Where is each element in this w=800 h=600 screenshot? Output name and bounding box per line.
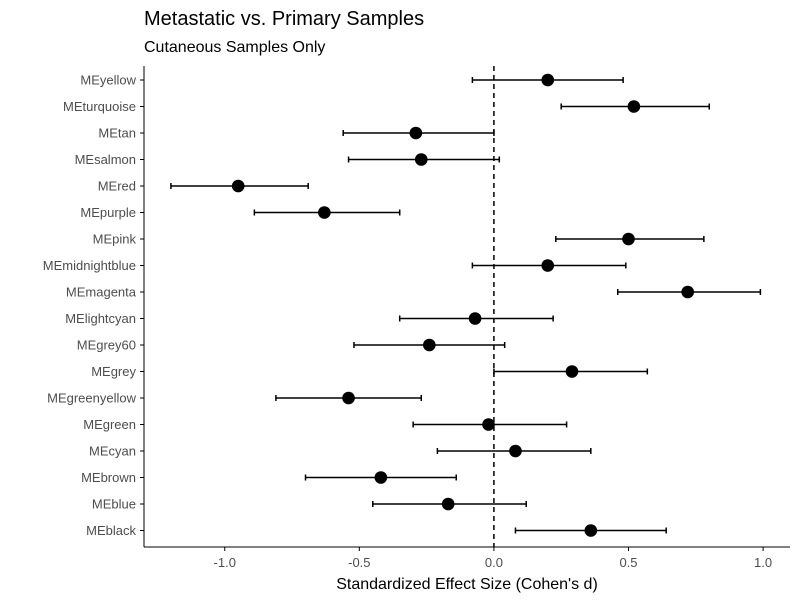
y-tick-label: MEgrey60 [77,338,136,353]
estimate-point [565,365,579,378]
estimate-point [318,206,331,219]
x-axis-title: Standardized Effect Size (Cohen's d) [336,576,598,593]
y-tick-label: MEmagenta [66,285,137,300]
estimate-point [468,312,482,325]
y-tick-label: MEsalmon [75,152,136,167]
y-tick-label: MEred [98,179,136,194]
plot-area [170,66,762,547]
estimate-point [622,232,635,246]
estimate-point [409,126,423,140]
x-tick-label: 1.0 [754,555,772,570]
y-tick-label: MEturquoise [63,99,136,114]
y-tick-label: MEgreenyellow [47,391,136,406]
estimate-point [541,73,555,87]
chart-subtitle: Cutaneous Samples Only [144,39,325,56]
estimate-point [627,100,641,113]
y-tick-label: MEpink [93,232,137,247]
estimate-point [441,497,455,511]
y-tick-label: MEmidnightblue [43,258,136,273]
y-tick-label: MEcyan [89,444,136,459]
y-tick-label: MEyellow [80,73,136,88]
y-tick-label: MEgreen [83,417,136,432]
estimate-point [374,471,388,484]
y-tick-label: MEgrey [91,364,136,379]
x-tick-label: -0.5 [348,555,370,570]
x-axis-ticks: -1.0 -0.5 0.0 0.5 1.0 [214,547,772,570]
estimate-point [541,259,555,272]
x-tick-label: 0.5 [619,555,637,570]
estimate-point [342,391,355,405]
estimate-point [231,179,245,193]
estimate-point [482,418,495,431]
y-tick-label: MEtan [98,126,136,141]
y-tick-label: MEblue [92,497,136,512]
y-axis-ticks: MEyellow MEturquoise MEtan MEsalmon MEred MEp… [43,73,144,538]
estimate-point [681,285,695,299]
chart-title: Metastatic vs. Primary Samples [144,8,424,30]
x-tick-label: 0.0 [485,555,503,570]
estimate-point [509,444,522,458]
y-tick-label: MEpurple [80,205,136,220]
estimate-point [584,524,598,537]
x-tick-label: -1.0 [214,555,236,570]
y-tick-label: MEblack [86,523,136,538]
y-tick-label: MEbrown [81,470,136,485]
estimate-point [414,153,428,166]
estimate-point [423,338,436,352]
y-tick-label: MElightcyan [65,311,136,326]
